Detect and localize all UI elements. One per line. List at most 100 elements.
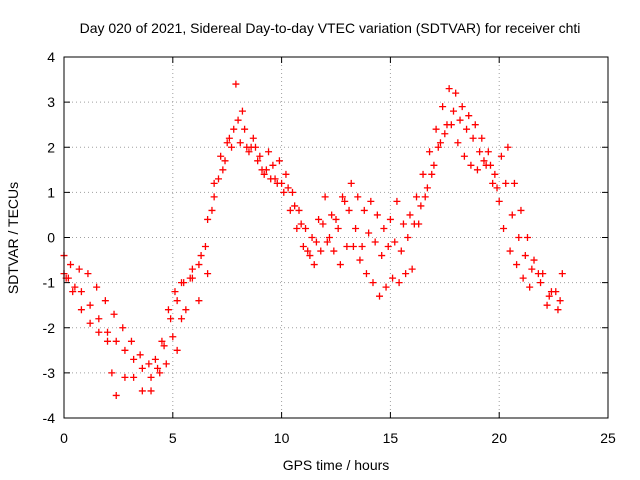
- data-point-track-c: [182, 306, 190, 314]
- y-tick-labels: -4 -3 -2 -1 0 1 2 3 4: [43, 49, 56, 426]
- data-point-track-b: [151, 355, 159, 363]
- data-point-track-c: [534, 270, 542, 278]
- data-point-track-b: [171, 288, 179, 296]
- data-point-track-c: [389, 274, 397, 282]
- data-point-track-a: [204, 215, 212, 223]
- data-point-track-c: [395, 279, 403, 287]
- data-point-track-a: [471, 121, 479, 129]
- data-point-track-c: [108, 369, 116, 377]
- data-point-track-a: [167, 315, 175, 323]
- data-point-track-b: [214, 175, 222, 183]
- data-point-track-c: [447, 121, 455, 129]
- data-point-track-b: [319, 220, 327, 228]
- data-point-track-b: [178, 279, 186, 287]
- x-tick-label: 5: [169, 430, 177, 446]
- data-point-track-b: [93, 283, 101, 291]
- data-point-track-c: [493, 184, 501, 192]
- data-point-track-a: [354, 193, 362, 201]
- data-point-track-b: [371, 238, 379, 246]
- data-point-track-a: [478, 134, 486, 142]
- data-point-track-c: [69, 288, 77, 296]
- data-point-track-b: [554, 306, 562, 314]
- data-point-track-a: [112, 337, 120, 345]
- data-point-track-a: [173, 297, 181, 305]
- data-point-track-c: [291, 202, 299, 210]
- data-point-track-b: [469, 134, 477, 142]
- data-point-track-b: [208, 206, 216, 214]
- data-point-track-c: [330, 247, 338, 255]
- data-point-track-a: [491, 170, 499, 178]
- data-point-track-a: [130, 355, 138, 363]
- data-point-track-c: [121, 373, 129, 381]
- data-point-track-a: [328, 211, 336, 219]
- data-point-track-c: [265, 148, 273, 156]
- x-tick-label: 20: [491, 430, 507, 446]
- data-point-track-c: [460, 152, 468, 160]
- x-axis-label: GPS time / hours: [283, 457, 390, 473]
- data-point-track-a: [217, 152, 225, 160]
- data-point-track-c: [356, 256, 364, 264]
- data-point-track-c: [112, 391, 120, 399]
- data-point-track-a: [95, 315, 103, 323]
- data-point-track-b: [228, 143, 236, 151]
- data-point-track-a: [347, 179, 355, 187]
- data-point-track-a: [77, 288, 85, 296]
- data-point-track-c: [543, 301, 551, 309]
- y-axis-label: SDTVAR / TECUs: [5, 182, 21, 294]
- data-point-track-a: [341, 197, 349, 205]
- data-point-track-b: [515, 234, 523, 241]
- data-point-track-a: [452, 89, 460, 97]
- data-point-track-a: [497, 152, 505, 160]
- data-point-track-c: [251, 143, 259, 151]
- y-tick-label: -1: [43, 275, 56, 291]
- data-point-track-a: [308, 234, 316, 241]
- data-point-track-a: [413, 193, 421, 201]
- data-point-track-c: [467, 161, 475, 169]
- data-point-track-a: [71, 283, 79, 291]
- data-point-track-a: [386, 215, 394, 223]
- data-point-track-b: [332, 215, 340, 223]
- y-tick-label: 4: [47, 49, 55, 65]
- gridlines: [64, 57, 608, 418]
- y-tick-label: 3: [47, 94, 55, 110]
- data-point-track-c: [178, 315, 186, 323]
- data-point-track-a: [295, 206, 303, 214]
- data-point-track-b: [164, 306, 172, 314]
- x-tick-label: 25: [600, 430, 616, 446]
- data-point-track-c: [204, 270, 212, 278]
- data-point-track-b: [312, 238, 320, 246]
- data-point-track-a: [223, 139, 231, 147]
- y-tick-label: -4: [43, 410, 56, 426]
- data-point-track-b: [325, 234, 333, 241]
- data-point-track-a: [360, 206, 368, 214]
- data-point-track-c: [173, 346, 181, 354]
- data-point-track-b: [110, 310, 118, 318]
- data-point-track-a: [236, 139, 244, 147]
- data-point-track-c: [434, 143, 442, 151]
- data-point-track-c: [513, 261, 521, 269]
- data-point-track-c: [258, 166, 266, 174]
- data-point-track-a: [154, 364, 162, 372]
- data-point-track-c: [86, 319, 94, 327]
- y-tick-label: 0: [47, 230, 55, 246]
- data-point-track-c: [169, 333, 177, 341]
- data-point-track-c: [104, 337, 112, 345]
- data-point-track-b: [404, 234, 412, 241]
- data-point-track-c: [323, 238, 331, 246]
- data-point-track-b: [423, 184, 431, 192]
- data-point-track-b: [136, 351, 144, 359]
- data-point-track-a: [523, 234, 531, 241]
- data-point-track-a: [249, 134, 257, 142]
- data-point-track-b: [378, 252, 386, 260]
- data-point-track-b: [119, 324, 127, 332]
- data-point-track-a: [439, 103, 447, 111]
- data-point-track-a: [269, 161, 277, 169]
- data-point-track-a: [334, 224, 342, 232]
- data-point-track-c: [77, 306, 85, 314]
- data-point-track-b: [528, 265, 536, 273]
- data-point-track-c: [421, 193, 429, 201]
- data-point-track-c: [232, 80, 240, 88]
- data-point-track-a: [406, 211, 414, 219]
- data-point-track-c: [317, 247, 325, 255]
- data-point-track-b: [456, 116, 464, 124]
